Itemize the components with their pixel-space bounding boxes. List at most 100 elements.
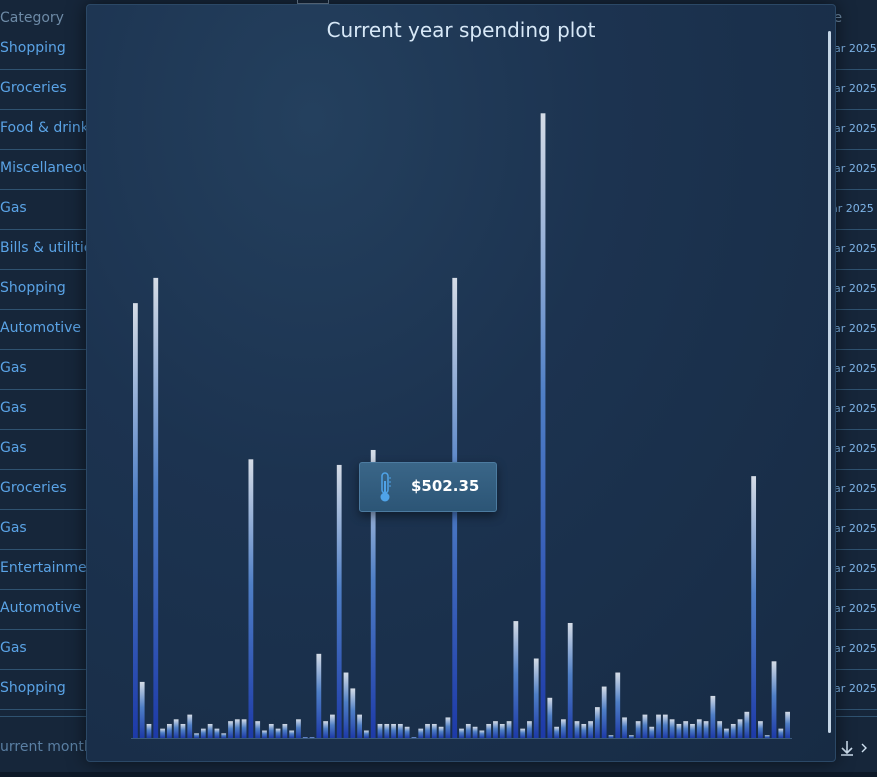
bar[interactable] (513, 621, 519, 738)
bar[interactable] (662, 714, 668, 738)
bar[interactable] (262, 730, 267, 738)
bar[interactable] (330, 714, 335, 738)
bar[interactable] (594, 707, 600, 738)
bar[interactable] (493, 721, 498, 738)
table-row[interactable]: Shopping lar 2025 (0, 270, 877, 310)
bar[interactable] (370, 449, 376, 738)
bar[interactable] (459, 728, 464, 738)
bar[interactable] (588, 721, 593, 738)
bar[interactable] (669, 719, 675, 738)
bar[interactable] (316, 653, 322, 738)
bar[interactable] (173, 719, 179, 738)
bar[interactable] (540, 113, 546, 739)
bar[interactable] (554, 726, 560, 738)
bar[interactable] (445, 717, 451, 738)
table-row[interactable]: Gas lar 2025 (0, 350, 877, 390)
bar[interactable] (758, 721, 763, 738)
bar[interactable] (703, 721, 709, 738)
bar[interactable] (255, 721, 261, 738)
table-row[interactable]: Entertainmen lar 2025 (0, 550, 877, 590)
bar[interactable] (479, 730, 485, 738)
bar[interactable] (377, 723, 383, 738)
table-row[interactable]: Groceries lar 2025 (0, 470, 877, 510)
bar[interactable] (574, 721, 580, 738)
tab-handle[interactable] (297, 0, 329, 4)
bar[interactable] (778, 728, 784, 738)
bar[interactable] (717, 721, 723, 738)
bar[interactable] (302, 737, 308, 738)
table-row[interactable]: Gas lar 2025 (0, 430, 877, 470)
current-month-label[interactable]: urrent month (0, 739, 93, 755)
chevron-right-icon[interactable] (859, 739, 869, 757)
bar[interactable] (499, 723, 505, 738)
bar[interactable] (520, 728, 526, 738)
bar[interactable] (547, 697, 553, 738)
bar[interactable] (418, 728, 424, 738)
bar[interactable] (486, 723, 492, 738)
bar[interactable] (207, 723, 213, 738)
table-row[interactable]: Gas lar 2025 (0, 510, 877, 550)
bar[interactable] (336, 464, 342, 738)
bar[interactable] (431, 723, 437, 738)
table-row[interactable]: Shopping lar 2025 (0, 30, 877, 70)
bar[interactable] (180, 723, 186, 738)
bar[interactable] (397, 723, 403, 738)
bar[interactable] (282, 723, 288, 738)
table-row[interactable]: Automotive lar 2025 (0, 310, 877, 350)
bar[interactable] (608, 735, 614, 738)
bar[interactable] (391, 723, 396, 738)
table-row[interactable]: Gas lar 2025 (0, 390, 877, 430)
bar[interactable] (465, 723, 471, 738)
table-row[interactable]: Groceries lar 2025 (0, 70, 877, 110)
bar[interactable] (133, 303, 138, 738)
bar[interactable] (649, 726, 655, 738)
bar[interactable] (696, 719, 702, 738)
bar[interactable] (656, 714, 661, 738)
bar[interactable] (561, 719, 566, 738)
download-icon[interactable] (839, 739, 855, 757)
bar[interactable] (533, 658, 539, 738)
bar[interactable] (248, 459, 254, 738)
bar[interactable] (160, 728, 165, 738)
bar[interactable] (438, 726, 444, 738)
bar[interactable] (228, 721, 233, 738)
bar[interactable] (139, 681, 145, 738)
bar[interactable] (581, 723, 587, 738)
bar[interactable] (268, 723, 274, 738)
bar[interactable] (730, 723, 736, 738)
bar[interactable] (751, 476, 757, 738)
bar[interactable] (166, 723, 172, 738)
bar[interactable] (690, 723, 695, 738)
bar[interactable] (683, 721, 689, 738)
bar[interactable] (676, 723, 682, 738)
table-row[interactable]: Bills & utilitie lar 2025 (0, 230, 877, 270)
table-row[interactable]: Food & drink lar 2025 (0, 110, 877, 150)
category-column-header[interactable]: Category (0, 10, 64, 26)
bar[interactable] (357, 714, 362, 738)
bar[interactable] (411, 737, 417, 738)
bar[interactable] (146, 723, 152, 738)
bar[interactable] (601, 686, 607, 738)
bar[interactable] (764, 735, 770, 738)
bar[interactable] (425, 723, 430, 738)
bar[interactable] (615, 672, 621, 738)
table-row[interactable]: Gas lar 2025 (0, 630, 877, 670)
bar[interactable] (635, 721, 641, 738)
bar[interactable] (404, 726, 410, 738)
bar[interactable] (350, 688, 356, 738)
bar[interactable] (289, 730, 295, 738)
table-row[interactable]: Gas ar 2025 (0, 190, 877, 230)
bar[interactable] (187, 714, 193, 738)
table-row[interactable]: Shopping lar 2025 (0, 670, 877, 710)
bar[interactable] (472, 726, 478, 738)
bar[interactable] (241, 719, 247, 738)
table-row[interactable]: Automotive lar 2025 (0, 590, 877, 630)
bar[interactable] (506, 721, 512, 738)
bar[interactable] (221, 733, 227, 738)
bar[interactable] (628, 735, 634, 738)
bar[interactable] (296, 719, 301, 738)
bar[interactable] (567, 622, 573, 738)
bar[interactable] (527, 721, 532, 738)
bar[interactable] (737, 719, 743, 738)
bar[interactable] (153, 277, 159, 738)
